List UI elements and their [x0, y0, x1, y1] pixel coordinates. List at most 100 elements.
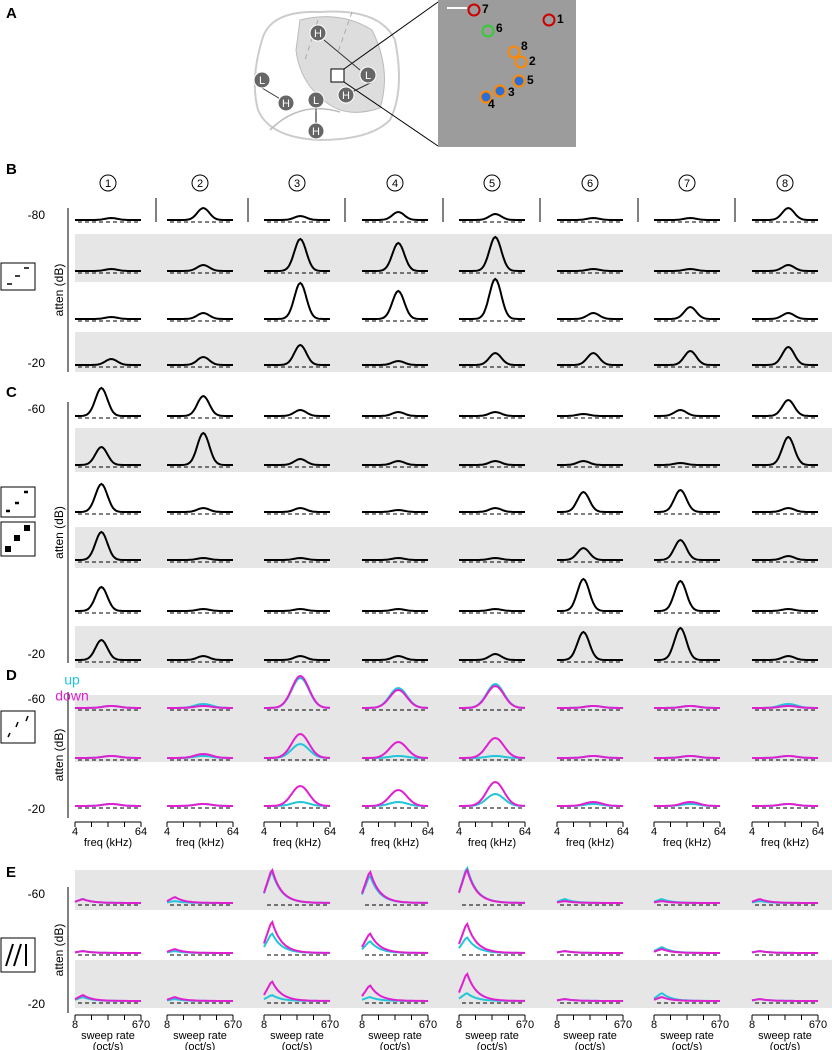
trace: [458, 972, 525, 1002]
trace: [264, 607, 330, 612]
x-axis-title: (oct/s): [770, 1041, 801, 1050]
x-tick-label: 670: [711, 1019, 729, 1031]
trace: [264, 732, 330, 759]
trace: [166, 996, 233, 1002]
trace: [654, 800, 720, 807]
cell: [542, 13, 556, 27]
trace: [752, 607, 818, 612]
legend-entry: up: [64, 672, 80, 688]
x-axis-title: sweep rate: [270, 1030, 324, 1042]
trace: [557, 546, 623, 561]
trace: [264, 408, 330, 417]
y-label-bottom: -20: [28, 647, 46, 661]
trace: [263, 868, 330, 904]
trace: [264, 237, 330, 272]
trace: [458, 868, 525, 904]
neuron-marker: [288, 174, 306, 192]
cell: [493, 84, 507, 98]
x-axis-title: freq (kHz): [761, 837, 809, 849]
neuron-label: 5: [489, 178, 495, 190]
neuron-marker: [483, 174, 501, 192]
cell-label: 1: [557, 12, 564, 26]
x-tick-label: 8: [164, 1019, 170, 1031]
stim-icon: [14, 535, 20, 541]
x-axis-title: (oct/s): [380, 1041, 411, 1050]
x-axis-title: sweep rate: [563, 1030, 617, 1042]
x-axis-title: freq (kHz): [663, 837, 711, 849]
trace: [264, 281, 330, 320]
y-axis-title: atten (dB): [52, 924, 66, 977]
trace: [752, 398, 818, 417]
trace: [459, 736, 525, 759]
y-label-top: -60: [28, 887, 46, 901]
trace: [458, 922, 525, 954]
panel-label: B: [6, 161, 17, 178]
neuron-marker: [776, 174, 794, 192]
trace: [459, 607, 525, 612]
trace: [74, 898, 141, 904]
x-axis-title: sweep rate: [81, 1030, 135, 1042]
zoom-line: [343, 81, 439, 147]
trace: [362, 289, 428, 320]
trace: [653, 900, 720, 904]
row-band: [75, 234, 832, 282]
trace: [752, 554, 818, 561]
x-axis-title: sweep rate: [660, 1030, 714, 1042]
node: [253, 71, 271, 89]
trace: [167, 705, 233, 709]
x-tick-label: 64: [227, 826, 239, 838]
cell-label: 5: [527, 73, 534, 87]
trace: [167, 654, 233, 661]
y-axis-title: atten (dB): [52, 506, 66, 559]
trace: [654, 579, 720, 612]
trace: [654, 305, 720, 320]
trace: [264, 343, 330, 366]
trace: [459, 684, 525, 709]
x-tick-label: 64: [812, 826, 824, 838]
trace: [557, 311, 623, 320]
cell: [479, 90, 493, 104]
arrow: [261, 39, 373, 126]
trace: [361, 870, 428, 904]
trace: [75, 638, 141, 661]
trace: [557, 705, 623, 709]
trace: [167, 355, 233, 366]
trace: [751, 998, 818, 1002]
x-axis-title: freq (kHz): [176, 837, 224, 849]
cell-label: 6: [496, 21, 503, 35]
y-label-bottom: -20: [28, 802, 46, 816]
x-tick-label: 64: [519, 826, 531, 838]
cell: [514, 55, 528, 69]
trace: [362, 556, 428, 561]
node-label: H: [282, 98, 290, 110]
trace: [459, 212, 525, 221]
trace: [167, 311, 233, 320]
row-band: [75, 695, 832, 762]
trace: [557, 351, 623, 366]
cell: [467, 3, 481, 17]
x-axis-title: (oct/s): [575, 1041, 606, 1050]
trace: [75, 386, 141, 417]
trace: [654, 538, 720, 561]
trace: [557, 630, 623, 661]
y-label-bottom: -20: [28, 997, 46, 1011]
x-tick-label: 8: [261, 1019, 267, 1031]
trace: [459, 235, 525, 272]
x-tick-label: 4: [749, 826, 755, 838]
trace: [557, 490, 623, 513]
stim-icon: [24, 525, 30, 531]
x-tick-label: 64: [135, 826, 147, 838]
trace: [362, 654, 428, 661]
neuron-label: 4: [392, 178, 398, 190]
cell-label: 4: [488, 97, 495, 111]
neuron-marker: [99, 174, 117, 192]
cell: [481, 24, 495, 38]
trace: [752, 263, 818, 272]
x-tick-label: 4: [456, 826, 462, 838]
neuron-label: 2: [197, 178, 203, 190]
x-tick-label: 64: [714, 826, 726, 838]
trace: [362, 740, 429, 759]
trace: [557, 267, 623, 272]
x-tick-label: 4: [164, 826, 170, 838]
trace: [557, 412, 623, 417]
